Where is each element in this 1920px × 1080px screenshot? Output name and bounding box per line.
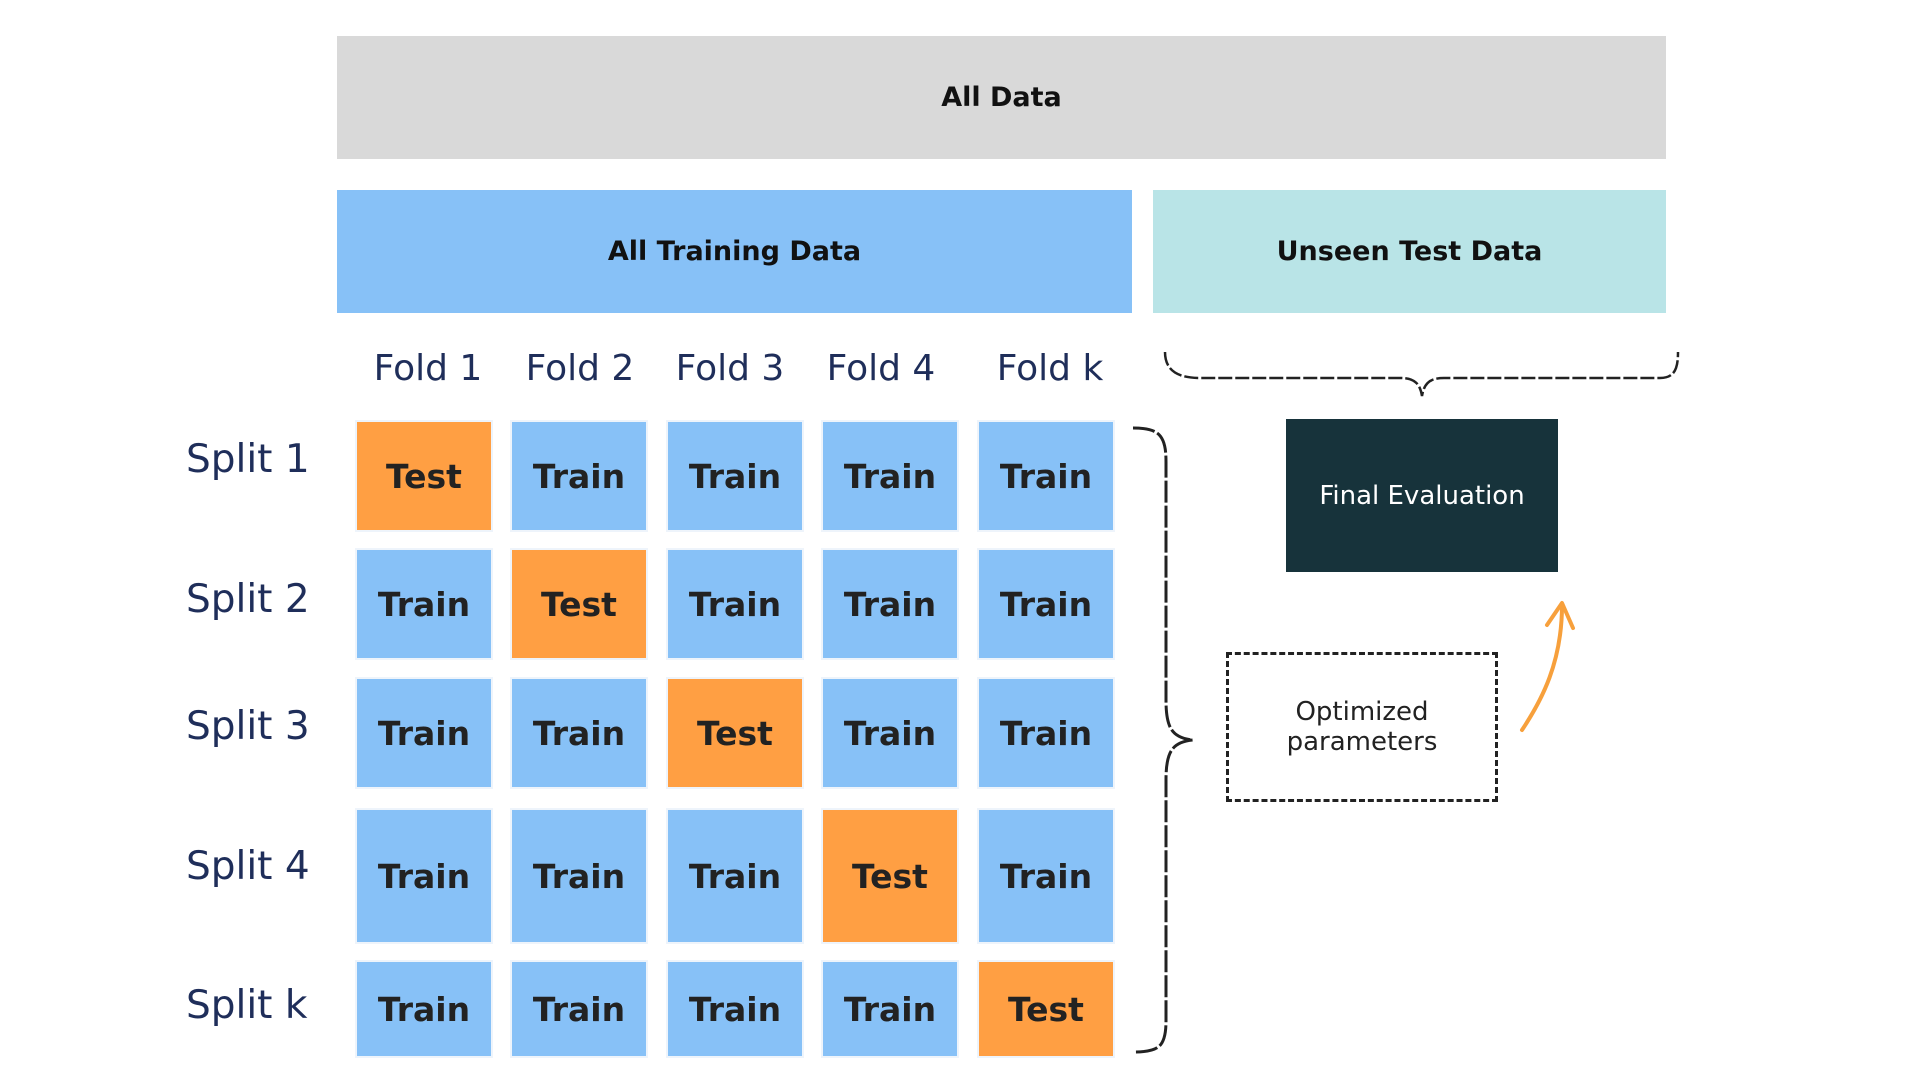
- all-data-label: All Data: [941, 82, 1062, 113]
- fold-label-3: Fold 3: [675, 348, 785, 389]
- train-fold-cell: Train: [355, 677, 493, 789]
- unseen-test-data-bar: Unseen Test Data: [1153, 190, 1666, 313]
- train-fold-cell: Train: [666, 420, 804, 532]
- splits-brace: [1132, 426, 1194, 1054]
- all-training-data-label: All Training Data: [607, 236, 862, 267]
- optimized-parameters-line-1: Optimized: [1295, 697, 1429, 727]
- train-fold-cell: Train: [355, 548, 493, 660]
- split-label-k: Split k: [186, 983, 308, 1028]
- test-fold-cell: Test: [355, 420, 493, 532]
- fold-label-2: Fold 2: [525, 348, 635, 389]
- split-label-4: Split 4: [186, 844, 310, 889]
- fold-label-1: Fold 1: [373, 348, 483, 389]
- train-fold-cell: Train: [821, 420, 959, 532]
- test-fold-cell: Test: [821, 808, 959, 944]
- fold-label-4: Fold 4: [826, 348, 936, 389]
- to-final-evaluation-arrow: [1520, 603, 1564, 732]
- train-fold-cell: Train: [666, 960, 804, 1058]
- all-data-bar: All Data: [337, 36, 1666, 159]
- test-fold-cell: Test: [666, 677, 804, 789]
- final-evaluation-box: Final Evaluation: [1286, 419, 1558, 572]
- train-fold-cell: Train: [821, 677, 959, 789]
- test-fold-cell: Test: [510, 548, 648, 660]
- train-fold-cell: Train: [510, 677, 648, 789]
- train-fold-cell: Train: [977, 548, 1115, 660]
- train-fold-cell: Train: [510, 960, 648, 1058]
- test-fold-cell: Test: [977, 960, 1115, 1058]
- unseen-test-data-label: Unseen Test Data: [1276, 236, 1543, 267]
- split-label-1: Split 1: [186, 437, 310, 482]
- split-label-2: Split 2: [186, 577, 310, 622]
- fold-label-k: Fold k: [996, 348, 1104, 389]
- train-fold-cell: Train: [666, 808, 804, 944]
- arrowhead-icon: [1545, 601, 1575, 630]
- train-fold-cell: Train: [666, 548, 804, 660]
- train-fold-cell: Train: [510, 420, 648, 532]
- train-fold-cell: Train: [355, 808, 493, 944]
- train-fold-cell: Train: [821, 960, 959, 1058]
- train-fold-cell: Train: [977, 677, 1115, 789]
- optimized-parameters-line-2: parameters: [1286, 727, 1438, 757]
- train-fold-cell: Train: [510, 808, 648, 944]
- train-fold-cell: Train: [355, 960, 493, 1058]
- unseen-data-brace: [1163, 351, 1680, 397]
- train-fold-cell: Train: [977, 420, 1115, 532]
- all-training-data-bar: All Training Data: [337, 190, 1132, 313]
- final-evaluation-label: Final Evaluation: [1319, 480, 1525, 511]
- train-fold-cell: Train: [977, 808, 1115, 944]
- split-label-3: Split 3: [186, 704, 310, 749]
- train-fold-cell: Train: [821, 548, 959, 660]
- optimized-parameters-box: Optimized parameters: [1226, 652, 1498, 802]
